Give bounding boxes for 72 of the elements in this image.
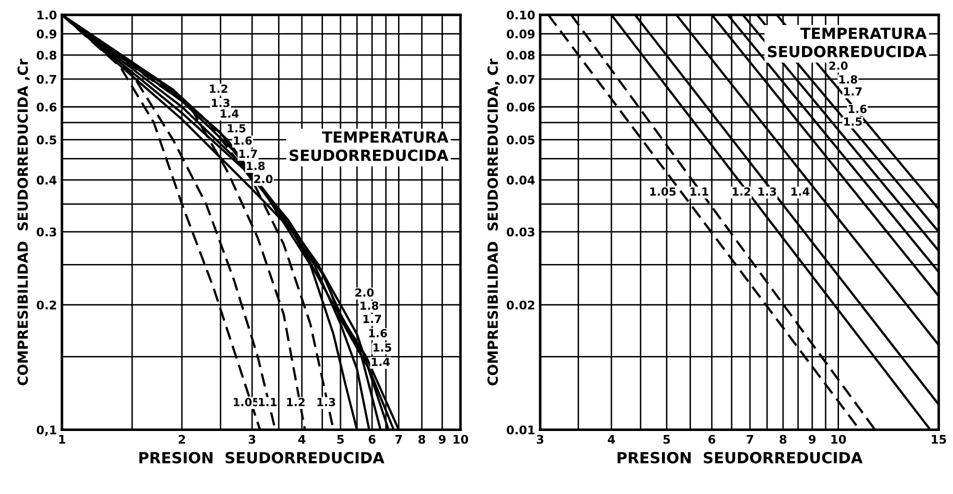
annotation: TEMPERATURA SEUDORREDUCIDA (290, 131, 448, 162)
annotation: 1.6 (848, 104, 867, 114)
x-tick-label: 8 (780, 434, 786, 444)
annotation: 1.2 (732, 187, 750, 196)
y-tick-label: 0.03 (506, 228, 534, 236)
x-tick-label: 4 (298, 435, 306, 444)
annotation: 1.8 (246, 162, 265, 170)
annotation: 1.4 (792, 188, 810, 196)
annotation: 1.8 (839, 75, 858, 84)
y-tick-label: 0.06 (506, 102, 535, 112)
x-tick-label: 15 (932, 435, 946, 444)
annotation: 2.0 (829, 61, 848, 70)
x-axis-title: PRESION SEUDORREDUCIDA (139, 452, 384, 464)
y-tick-label: 0.01 (506, 426, 535, 434)
annotation: 1.05 (650, 187, 676, 196)
annotation: 1.6 (234, 136, 252, 145)
y-tick-label: 0.4 (36, 176, 57, 185)
y-tick-label: 0,1 (36, 426, 56, 436)
y-tick-label: 0.09 (506, 30, 535, 38)
y-axis-title: COMPRESIBILIDAD SEUDORREDUCIDA, Cr (487, 58, 500, 386)
y-tick-label: 0.05 (506, 135, 534, 144)
annotation: 1.5 (374, 343, 392, 352)
x-tick-label: 10 (454, 434, 468, 444)
x-tick-label: 9 (808, 434, 816, 444)
annotation: TEMPERATURA SEUDORREDUCIDA (768, 28, 927, 58)
y-tick-label: 0.6 (36, 102, 56, 112)
y-tick-label: 0.04 (506, 176, 535, 185)
y-tick-label: 0.2 (36, 300, 56, 310)
x-tick-label: 3 (536, 434, 544, 444)
annotation: 1.6 (369, 328, 387, 338)
annotation: 1.2 (287, 398, 305, 406)
annotation: 1.4 (372, 358, 390, 366)
y-tick-label: 0.5 (36, 135, 56, 144)
x-tick-label: 9 (438, 434, 446, 444)
annotation: 1.7 (363, 314, 382, 323)
y-tick-label: 0.8 (36, 50, 56, 60)
x-tick-label: 3 (248, 434, 256, 444)
annotation: 2.0 (254, 174, 273, 184)
x-tick-label: 7 (395, 435, 402, 444)
x-tick-label: 10 (831, 434, 846, 444)
annotation: 2.0 (355, 288, 374, 297)
y-tick-label: 0.10 (506, 10, 535, 20)
y-tick-label: 1.0 (38, 10, 57, 20)
y-axis-title: COMPRESIBILIDAD SEUDORREDUCIDA ,Cr (17, 58, 30, 386)
annotation: 1.7 (844, 87, 862, 96)
x-tick-label: 5 (663, 435, 670, 444)
y-tick-label: 0.07 (506, 74, 534, 84)
annotation: 1.8 (360, 301, 378, 310)
y-tick-label: 0.9 (36, 30, 56, 38)
y-tick-label: 0.3 (36, 228, 56, 236)
annotation: 1.5 (844, 118, 862, 126)
annotation: 1.5 (228, 124, 246, 132)
annotation: 1.3 (317, 398, 336, 406)
y-tick-label: 0.02 (506, 300, 534, 310)
annotation: 1.1 (258, 398, 277, 406)
x-tick-label: 8 (418, 434, 426, 444)
annotation: 1.3 (758, 187, 776, 196)
x-tick-label: 5 (337, 435, 344, 444)
annotation: 1.1 (690, 188, 708, 196)
x-tick-label: 6 (708, 434, 716, 444)
x-axis-title: PRESION SEUDORREDUCIDA (618, 452, 863, 464)
x-tick-label: 4 (608, 435, 615, 444)
annotation: 1.2 (210, 84, 228, 93)
x-tick-label: 6 (368, 434, 376, 444)
annotation: 1.7 (239, 150, 257, 158)
annotation: 1.3 (212, 98, 230, 108)
x-tick-label: 2 (178, 434, 185, 444)
x-tick-label: 1 (59, 435, 66, 444)
x-tick-label: 7 (746, 435, 754, 444)
annotation: 1.4 (220, 110, 239, 118)
y-tick-label: 0.08 (506, 50, 535, 60)
y-tick-label: 0.7 (36, 74, 56, 84)
